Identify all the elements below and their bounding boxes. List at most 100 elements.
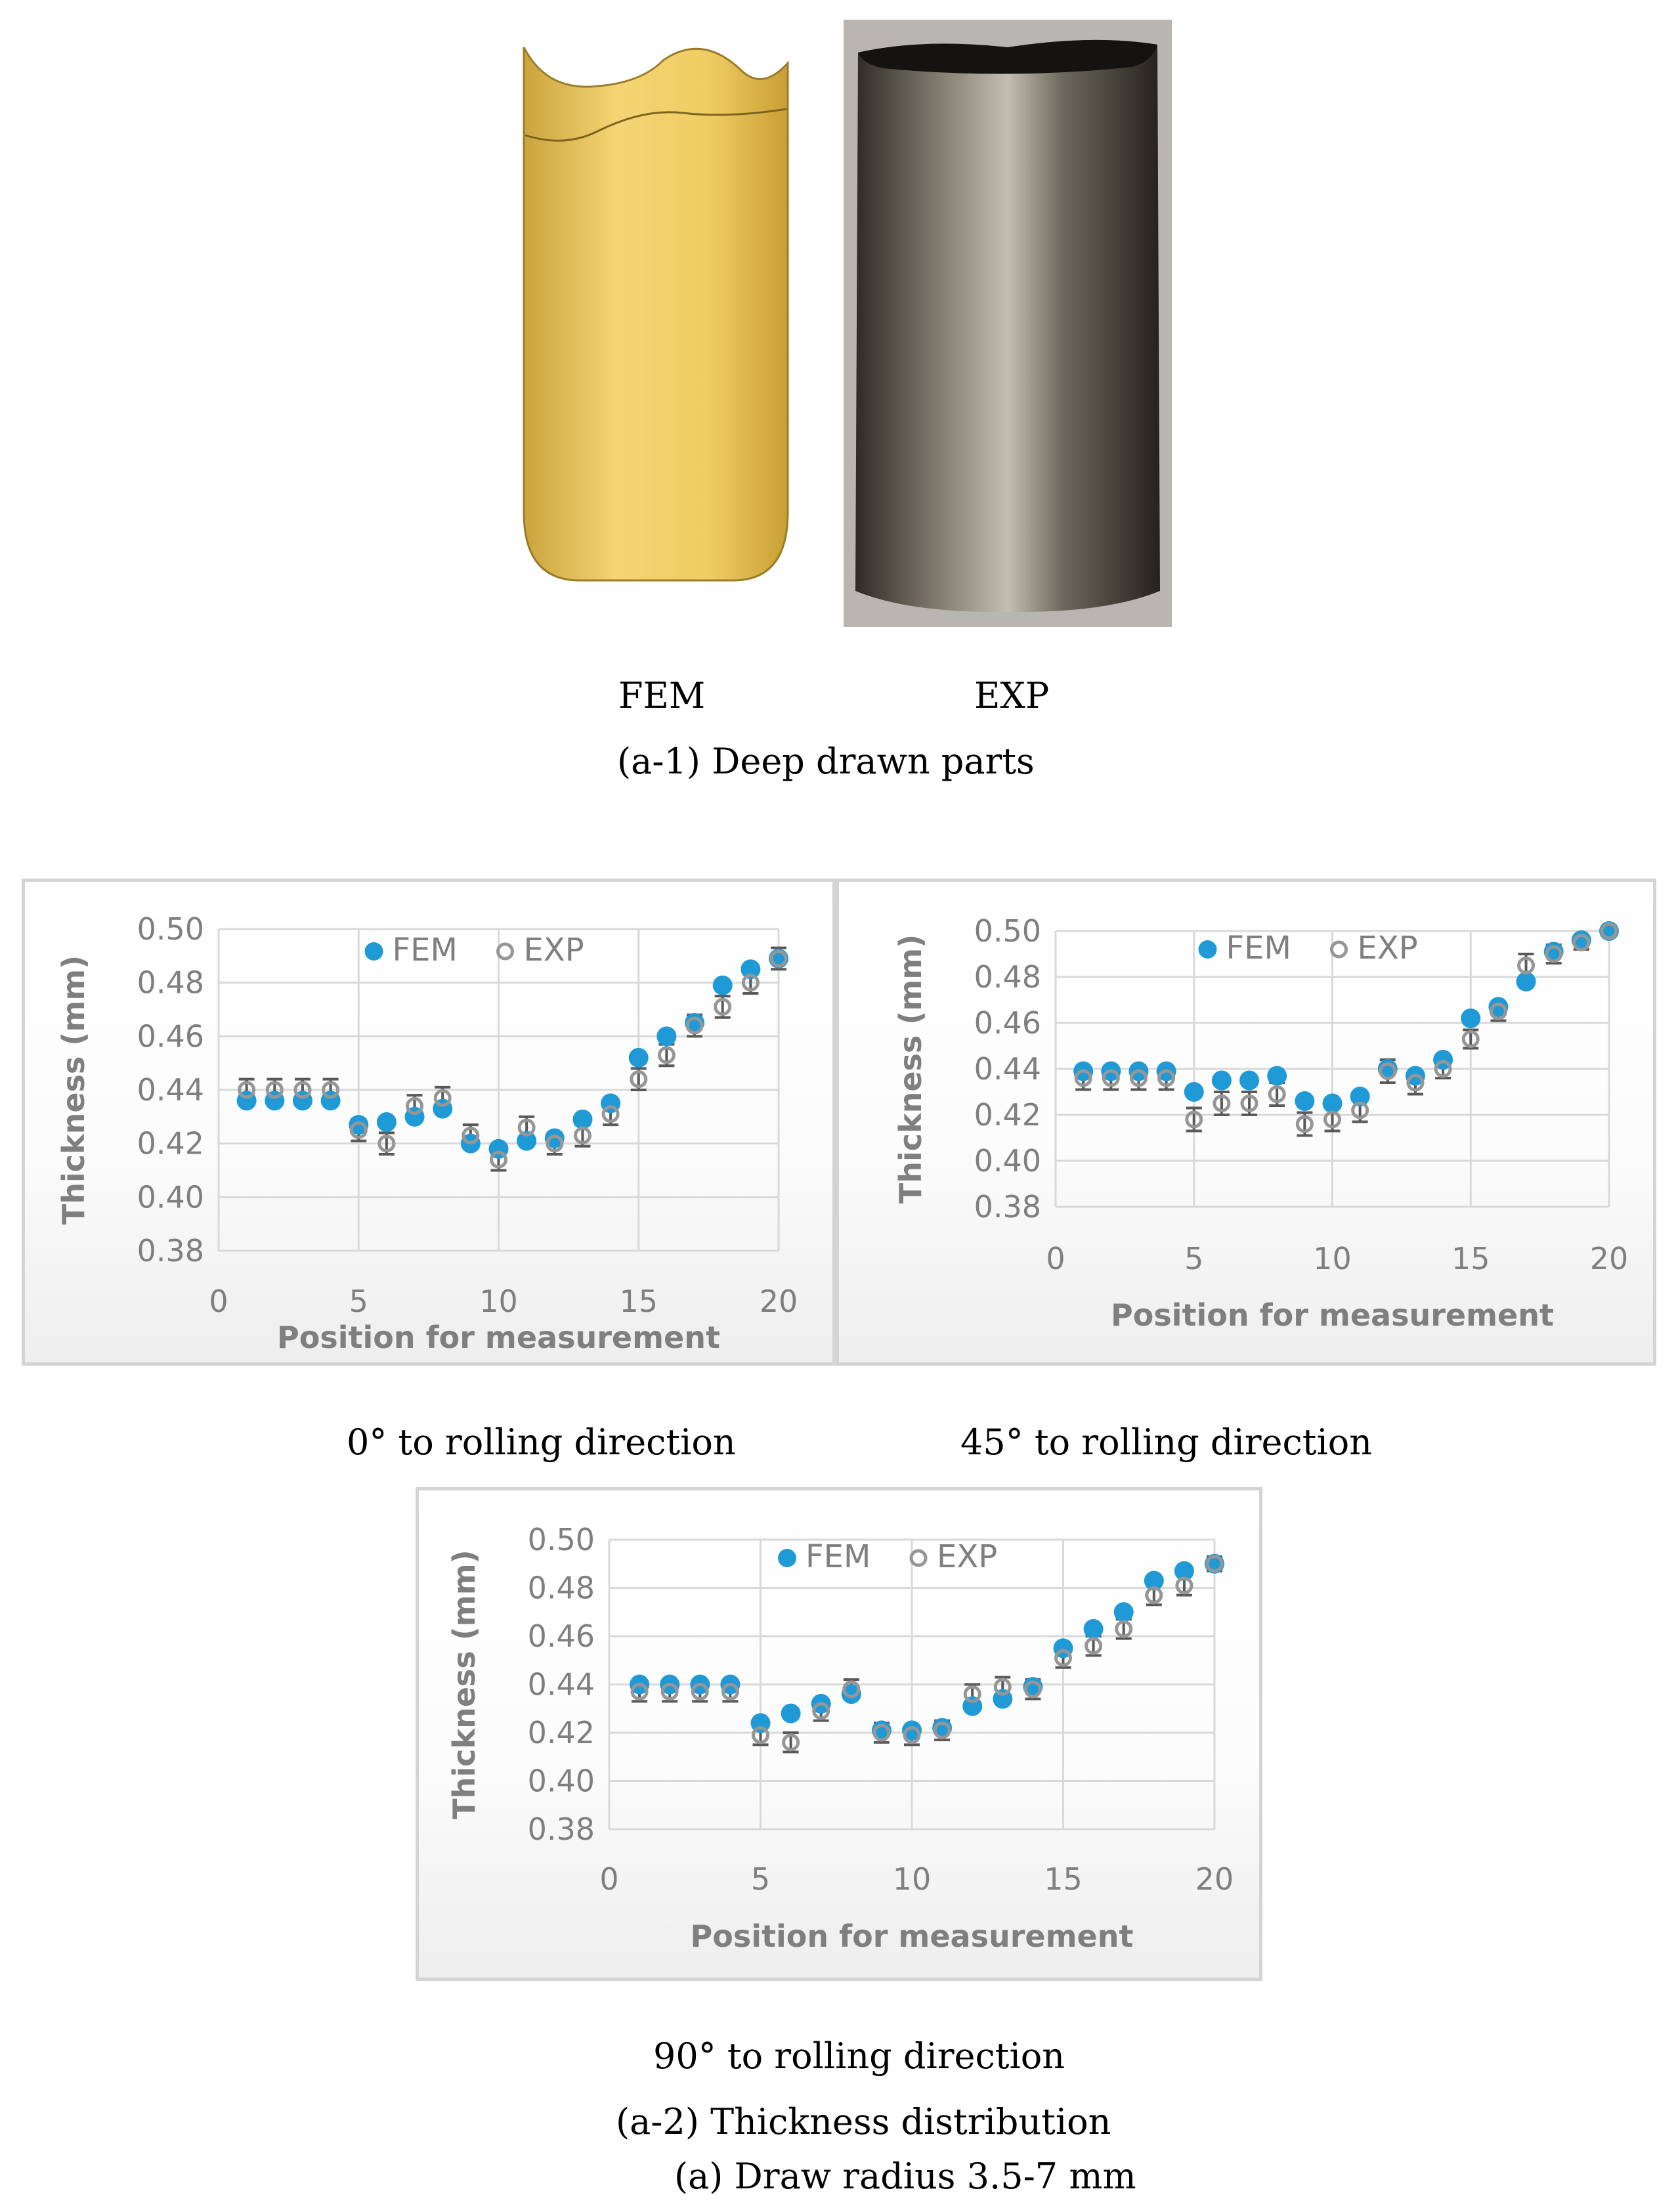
exp-point — [1461, 1030, 1480, 1048]
x-tick-label: 0 — [599, 1861, 618, 1897]
exp-point — [1115, 1620, 1133, 1638]
x-tick-label: 10 — [1313, 1241, 1352, 1276]
fem-point — [1322, 1093, 1343, 1114]
x-tick-label: 15 — [1044, 1861, 1083, 1897]
exp-point — [1295, 1115, 1314, 1133]
fem-point — [1113, 1602, 1134, 1622]
fem-point — [1350, 1087, 1370, 1106]
chart-panel-45-deg: 0.38 0.40 0.42 0.44 0.46 0.48 0.50 0 5 10 15 20 Posi… — [836, 878, 1656, 1366]
exp-point — [322, 1081, 340, 1099]
exp-point — [1379, 1062, 1397, 1080]
y-tick-label: 0.44 — [528, 1667, 595, 1702]
exp-point — [1517, 957, 1536, 974]
exp-point — [993, 1678, 1012, 1696]
y-tick-label: 0.38 — [528, 1811, 595, 1847]
x-tick-label: 0 — [1046, 1241, 1065, 1276]
x-tick-label: 20 — [1590, 1241, 1629, 1276]
exp-point — [1145, 1586, 1163, 1605]
y-tick-label: 0.40 — [137, 1179, 204, 1215]
exp-point — [265, 1081, 284, 1099]
thickness-chart-0-deg: 0.38 0.40 0.42 0.44 0.46 0.48 0.50 0 5 10 15 20 Posi… — [56, 911, 798, 1355]
exp-point — [433, 1089, 452, 1107]
y-tick-label: 0.40 — [528, 1764, 595, 1799]
caption-90-deg: 90° to rolling direction — [653, 2035, 1065, 2077]
exp-point — [406, 1097, 424, 1115]
exp-point — [1185, 1110, 1203, 1129]
x-axis-title: Position for measurement — [691, 1919, 1134, 1954]
fem-point — [1267, 1066, 1287, 1086]
y-tick-label: 0.40 — [974, 1143, 1041, 1179]
exp-point — [1157, 1069, 1176, 1087]
y-tick-label: 0.48 — [137, 965, 204, 1001]
exp-point — [1213, 1095, 1231, 1112]
figure-caption: (a) Draw radius 3.5-7 mm — [674, 2156, 1136, 2197]
exp-point — [293, 1081, 312, 1099]
x-tick-label: 20 — [1195, 1861, 1234, 1897]
y-axis-title: Thickness (mm) — [446, 1550, 482, 1819]
caption-45-deg: 45° to rolling direction — [960, 1421, 1373, 1463]
exp-point — [490, 1150, 507, 1169]
y-tick-label: 0.42 — [528, 1715, 595, 1750]
exp-point — [660, 1683, 679, 1701]
fem-point — [517, 1131, 537, 1151]
exp-point — [1175, 1576, 1193, 1595]
exp-point — [691, 1683, 709, 1701]
exp-point — [1240, 1095, 1258, 1112]
legend-exp-label: EXP — [1358, 930, 1418, 966]
legend-exp-label: EXP — [524, 932, 584, 968]
exp-point — [1434, 1060, 1452, 1078]
fem-point — [902, 1720, 922, 1741]
fem-point — [628, 1048, 649, 1068]
fem-point — [1174, 1561, 1194, 1581]
fem-point — [1516, 972, 1536, 991]
exp-point — [685, 1016, 704, 1035]
legend-exp-marker — [496, 942, 514, 961]
chart-panel-0-deg: 0.38 0.40 0.42 0.44 0.46 0.48 0.50 0 5 10 15 20 Posi… — [22, 878, 836, 1366]
fem-photo-label: FEM — [618, 675, 706, 716]
exp-point — [769, 949, 788, 968]
y-tick-label: 0.50 — [974, 913, 1041, 949]
legend-exp-label: EXP — [937, 1538, 997, 1575]
x-tick-label: 10 — [893, 1861, 932, 1897]
exp-point — [349, 1121, 368, 1139]
y-tick-label: 0.38 — [137, 1233, 204, 1269]
caption-0-deg: 0° to rolling direction — [347, 1421, 736, 1463]
exp-point — [1023, 1680, 1042, 1699]
fem-point — [1083, 1618, 1104, 1639]
x-axis-title: Position for measurement — [1111, 1297, 1554, 1333]
exp-point — [601, 1105, 620, 1123]
fem-point — [349, 1115, 369, 1135]
exp-point — [842, 1680, 861, 1699]
exp-point — [741, 974, 760, 992]
exp-point — [462, 1126, 480, 1144]
exp-point — [517, 1118, 536, 1137]
exp-point — [714, 997, 732, 1016]
exp-point — [1489, 1003, 1507, 1020]
legend-fem-marker — [778, 1549, 796, 1567]
x-tick-label: 5 — [349, 1284, 368, 1319]
exp-point — [1406, 1073, 1425, 1092]
fem-cup-rim-line — [525, 108, 787, 142]
exp-point — [630, 1070, 648, 1089]
fem-cup-body — [523, 47, 789, 582]
fem-point — [1239, 1070, 1260, 1091]
legend-fem-marker — [364, 942, 383, 961]
legend-fem-marker — [1198, 940, 1217, 959]
legend-fem-label: FEM — [806, 1538, 870, 1575]
y-tick-label: 0.50 — [137, 911, 204, 947]
exp-point — [546, 1135, 564, 1153]
x-tick-label: 20 — [760, 1284, 798, 1319]
exp-point — [1074, 1069, 1092, 1087]
fem-point — [1144, 1571, 1164, 1591]
fem-point — [376, 1112, 397, 1132]
exp-point — [1323, 1110, 1341, 1129]
exp-cup-photo — [844, 20, 1172, 627]
y-tick-label: 0.46 — [137, 1018, 204, 1054]
exp-point — [721, 1683, 739, 1701]
x-axis-title: Position for measurement — [277, 1320, 720, 1355]
deep-drawn-parts-figure — [505, 13, 1182, 637]
legend-exp-marker — [909, 1549, 928, 1567]
y-tick-label: 0.42 — [137, 1126, 204, 1161]
legend-fem-label: FEM — [393, 932, 458, 968]
y-tick-label: 0.50 — [528, 1522, 595, 1557]
